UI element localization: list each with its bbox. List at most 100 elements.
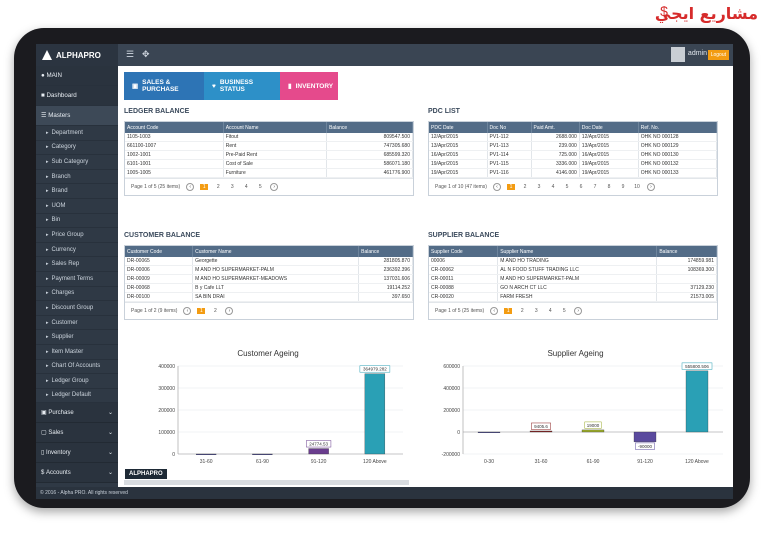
sidebar-item-discount-group[interactable]: Discount Group <box>36 301 118 316</box>
table-row[interactable]: DR-00100 SA BIN DRAI 397.650 <box>125 292 413 302</box>
table-row[interactable]: CR-00062 AL N FOOD STUFF TRADING LLC 10836… <box>429 265 717 275</box>
page-number[interactable]: 1 <box>200 184 209 190</box>
sidebar-item-charges[interactable]: Charges <box>36 287 118 302</box>
table-row[interactable]: DR-00065 Georgette 281805.870 <box>125 257 413 266</box>
page-number[interactable]: 10 <box>634 184 640 190</box>
sidebar-item-payment-terms[interactable]: Payment Terms <box>36 272 118 287</box>
page-number[interactable]: 2 <box>520 308 524 314</box>
page-number[interactable]: 1 <box>197 308 206 314</box>
page-number[interactable]: 4 <box>548 308 552 314</box>
column-header[interactable]: PDC Date <box>429 122 488 133</box>
page-number[interactable]: 5 <box>565 184 569 190</box>
column-header[interactable]: Customer Name <box>192 246 360 257</box>
sidebar-dashboard[interactable]: ■ Dashboard <box>36 86 118 106</box>
table-row[interactable]: 6101-1001 Cost of Sale 586071.180 <box>125 159 413 169</box>
sidebar-item-branch[interactable]: Branch <box>36 170 118 185</box>
prev-page-icon[interactable]: ‹ <box>183 307 192 315</box>
table-row[interactable]: 1005-1005 Furniture 461776.900 <box>125 168 413 178</box>
app-logo[interactable]: ALPHAPRO <box>36 44 118 66</box>
sidebar-item-supplier[interactable]: Supplier <box>36 330 118 345</box>
table-row[interactable]: 16/Apr/2015 PV1-114 725.000 16/Apr/2015 OHK … <box>429 150 718 160</box>
page-number[interactable]: 2 <box>214 308 217 314</box>
sidebar-item-customer[interactable]: Customer <box>36 316 118 331</box>
page-number[interactable]: 1 <box>504 308 513 314</box>
column-header[interactable]: Account Name <box>223 122 328 133</box>
sidebar-item-ledger-group[interactable]: Ledger Group <box>36 374 118 389</box>
table-row[interactable]: DR-00009 M AND HO SUPERMARKET-MEADOWS 1370… <box>125 274 413 284</box>
sidebar-item-sales-rep[interactable]: Sales Rep <box>36 257 118 272</box>
table-row[interactable]: CR-00011 M AND HO SUPERMARKET-PALM <box>429 274 717 284</box>
column-header[interactable]: Account Code <box>125 122 224 133</box>
next-page-icon[interactable]: › <box>646 183 655 191</box>
table-row[interactable]: 12/Apr/2015 PV1-112 2688.000 12/Apr/2015 OHK… <box>429 133 718 142</box>
chart-scrollbar[interactable] <box>124 480 409 485</box>
sidebar-item-currency[interactable]: Currency <box>36 243 118 258</box>
page-number[interactable]: 4 <box>244 184 248 190</box>
menu-icon[interactable]: ☰ <box>126 49 135 59</box>
column-header[interactable]: Customer Code <box>125 246 194 257</box>
sidebar-item-price-group[interactable]: Price Group <box>36 228 118 243</box>
table-row[interactable]: 661100-1007 Rent 747305.680 <box>125 141 413 151</box>
page-number[interactable]: 4 <box>551 184 555 190</box>
page-number[interactable]: 3 <box>534 308 538 314</box>
sidebar-item-uom[interactable]: UOM <box>36 199 118 214</box>
table-row[interactable]: 13/Apr/2015 PV1-113 239.000 13/Apr/2015 OHK … <box>429 141 718 151</box>
page-number[interactable]: 5 <box>562 308 566 314</box>
sidebar-purchase[interactable]: ▣ Purchase ⌄ <box>36 403 118 424</box>
sidebar-main[interactable]: ● MAIN <box>36 66 118 86</box>
column-header[interactable]: Supplier Code <box>429 246 499 257</box>
table-row[interactable]: DR-00068 B y Cafe LLT 19114.252 <box>125 283 413 293</box>
sidebar-item-ledger-default[interactable]: Ledger Default <box>36 389 118 404</box>
column-header[interactable]: Balance <box>326 122 413 133</box>
sidebar-item-chart-of-accounts[interactable]: Chart Of Accounts <box>36 360 118 375</box>
page-number[interactable]: 2 <box>216 184 220 190</box>
column-header[interactable]: Doc No <box>487 122 532 133</box>
table-row[interactable]: 1002-1001 Pre-Paid Rent 685599.320 <box>125 150 413 160</box>
sidebar-item-bin[interactable]: Bin <box>36 214 118 229</box>
avatar[interactable] <box>671 47 685 62</box>
table-row[interactable]: 19/Apr/2015 PV1-115 3336.000 19/Apr/2015 OHK… <box>429 159 718 169</box>
table-row[interactable]: DR-00006 M AND HO SUPERMARKET-PALM 236392.… <box>125 265 413 275</box>
sidebar-inventory[interactable]: ▯ Inventory ⌄ <box>36 443 118 464</box>
next-page-icon[interactable]: › <box>270 183 279 191</box>
page-number[interactable]: 9 <box>621 184 625 190</box>
column-header[interactable]: Balance <box>656 246 717 257</box>
page-number[interactable]: 5 <box>258 184 262 190</box>
user-name[interactable]: admin <box>687 50 707 57</box>
table-row[interactable]: 00006 M AND HO TRADING 174859.981 <box>429 257 717 266</box>
column-header[interactable]: Doc Date <box>579 122 639 133</box>
tab-inventory[interactable]: ▮ INVENTORY <box>280 72 338 100</box>
sidebar-sales[interactable]: ▢ Sales ⌄ <box>36 423 118 444</box>
page-number[interactable]: 2 <box>523 184 527 190</box>
sidebar-accounts[interactable]: $ Accounts ⌄ <box>36 463 118 484</box>
prev-page-icon[interactable]: ‹ <box>186 183 195 191</box>
next-page-icon[interactable]: › <box>225 307 234 315</box>
prev-page-icon[interactable]: ‹ <box>490 307 499 315</box>
page-number[interactable]: 7 <box>593 184 597 190</box>
page-number[interactable]: 3 <box>230 184 234 190</box>
tab-sales-purchase[interactable]: ▣ SALES & PURCHASE <box>124 72 204 100</box>
sidebar-item-category[interactable]: Category <box>36 141 118 156</box>
page-number[interactable]: 1 <box>506 184 515 190</box>
expand-icon[interactable]: ✥ <box>142 49 150 59</box>
sidebar-item-department[interactable]: Department <box>36 126 118 141</box>
tab-business-status[interactable]: ♥ BUSINESS STATUS <box>204 72 280 100</box>
sidebar-item-brand[interactable]: Brand <box>36 184 118 199</box>
sidebar-masters[interactable]: ☰ Masters <box>36 106 118 126</box>
column-header[interactable]: Balance <box>358 246 413 257</box>
page-number[interactable]: 8 <box>607 184 611 190</box>
logout-button[interactable]: Logout <box>707 50 729 60</box>
page-number[interactable]: 3 <box>537 184 541 190</box>
prev-page-icon[interactable]: ‹ <box>492 183 501 191</box>
sidebar-item-sub-category[interactable]: Sub Category <box>36 155 118 170</box>
sidebar-item-item-master[interactable]: Item Master <box>36 345 118 360</box>
table-row[interactable]: CR-00020 FARM FRESH 21573.005 <box>429 292 717 302</box>
table-row[interactable]: 19/Apr/2015 PV1-116 4146.000 19/Apr/2015 OHK… <box>429 168 718 178</box>
page-number[interactable]: 6 <box>579 184 583 190</box>
table-row[interactable]: 1105-1003 Fitout 809547.500 <box>125 133 413 142</box>
column-header[interactable]: Paid Amt. <box>531 122 580 133</box>
next-page-icon[interactable]: › <box>574 307 583 315</box>
table-row[interactable]: CR-00088 GO N ARCH CT LLC 37129.230 <box>429 283 717 293</box>
column-header[interactable]: Supplier Name <box>497 246 658 257</box>
column-header[interactable]: Ref. No. <box>638 122 718 133</box>
